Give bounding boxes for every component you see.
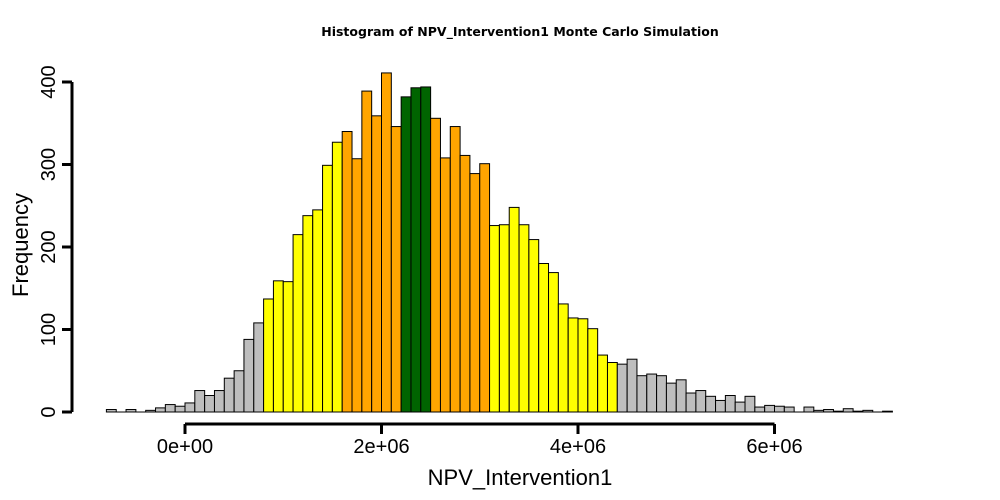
- histogram-bar: [322, 164, 333, 413]
- histogram-bars: [105, 72, 893, 413]
- histogram-bar: [469, 173, 481, 413]
- histogram-bar: [263, 298, 274, 413]
- histogram-bar: [489, 225, 500, 413]
- histogram-bar: [331, 141, 343, 413]
- x-tick-label: 2e+06: [353, 436, 409, 458]
- histogram-bar: [361, 90, 373, 413]
- histogram-bar: [371, 115, 382, 413]
- histogram-bar: [734, 401, 746, 413]
- y-tick-label: 0: [38, 406, 60, 417]
- histogram-bar: [597, 354, 608, 413]
- histogram-bar: [823, 409, 834, 413]
- histogram-bar: [774, 405, 785, 413]
- histogram-bar: [145, 409, 157, 413]
- histogram-bar: [557, 303, 569, 413]
- histogram-bar: [577, 318, 589, 413]
- x-tick-label: 4e+06: [550, 436, 606, 458]
- histogram-bar: [675, 379, 687, 413]
- histogram-bar: [715, 399, 726, 413]
- y-tick-label: 300: [38, 148, 60, 181]
- histogram-bar: [400, 96, 412, 413]
- histogram-bar: [243, 338, 255, 413]
- histogram-bar: [213, 390, 225, 413]
- histogram-bar: [430, 117, 441, 413]
- histogram-bar: [567, 317, 579, 413]
- histogram-bar: [498, 224, 510, 413]
- histogram-bar: [862, 409, 874, 413]
- histogram-bar: [302, 215, 314, 413]
- histogram-bar: [479, 163, 491, 413]
- y-axis-ticks: 0 100 200 300 400: [38, 65, 72, 418]
- histogram-bar: [744, 395, 756, 413]
- histogram-bar: [754, 406, 766, 413]
- histogram-bar: [842, 408, 854, 413]
- histogram-bar: [233, 370, 245, 413]
- histogram-bar: [410, 87, 422, 413]
- histogram-bar: [528, 239, 540, 413]
- y-tick-label: 200: [38, 230, 60, 263]
- histogram-bar: [253, 322, 265, 413]
- histogram-bar: [665, 382, 677, 413]
- y-tick-label: 100: [38, 313, 60, 346]
- histogram-bar: [656, 375, 667, 413]
- histogram-bar: [223, 377, 235, 413]
- histogram-bar: [783, 406, 795, 413]
- histogram-bar: [390, 126, 402, 413]
- histogram-bar: [449, 126, 461, 413]
- histogram-bar: [803, 406, 815, 413]
- histogram-bar: [538, 263, 550, 413]
- histogram-bar: [587, 328, 599, 413]
- x-axis-ticks: 0e+00 2e+06 4e+06 6e+06: [157, 424, 803, 458]
- histogram-bar: [272, 280, 284, 413]
- histogram-bar: [695, 390, 707, 413]
- histogram-bar: [813, 409, 825, 413]
- histogram-bar: [312, 209, 324, 413]
- histogram-bar: [125, 409, 137, 413]
- histogram-bar: [105, 409, 117, 413]
- histogram-bar: [508, 206, 520, 413]
- x-axis-label: NPV_Intervention1: [428, 465, 613, 490]
- histogram-bar: [341, 131, 353, 413]
- histogram-bar: [685, 392, 697, 413]
- histogram-bar: [459, 154, 471, 413]
- histogram-bar: [548, 272, 559, 413]
- histogram-bar: [282, 281, 294, 413]
- histogram-bar: [164, 404, 176, 413]
- histogram-bar: [204, 395, 215, 413]
- x-tick-label: 0e+00: [157, 436, 213, 458]
- histogram-bar: [174, 405, 186, 413]
- histogram-bar: [606, 362, 618, 413]
- y-axis-label: Frequency: [8, 193, 33, 297]
- histogram-bar: [518, 224, 530, 413]
- histogram-bar: [381, 72, 392, 413]
- histogram-bar: [852, 410, 864, 413]
- histogram-bar: [155, 407, 166, 413]
- histogram-bar: [292, 234, 304, 413]
- histogram-bar: [439, 157, 451, 413]
- histogram-bar: [764, 404, 775, 413]
- histogram-bar: [616, 363, 628, 413]
- histogram-bar: [832, 410, 844, 413]
- chart-title: Histogram of NPV_Intervention1 Monte Car…: [321, 24, 719, 40]
- histogram-bar: [882, 410, 893, 413]
- x-tick-label: 6e+06: [746, 436, 802, 458]
- histogram-bar: [420, 86, 432, 413]
- histogram-bar: [724, 395, 736, 413]
- histogram-bar: [626, 358, 638, 413]
- histogram-bar: [646, 373, 658, 413]
- y-tick-label: 400: [38, 65, 60, 98]
- histogram-bar: [636, 375, 648, 413]
- histogram-bar: [351, 158, 363, 413]
- histogram-bar: [194, 390, 206, 413]
- histogram-bar: [184, 402, 196, 413]
- histogram-bar: [705, 395, 717, 413]
